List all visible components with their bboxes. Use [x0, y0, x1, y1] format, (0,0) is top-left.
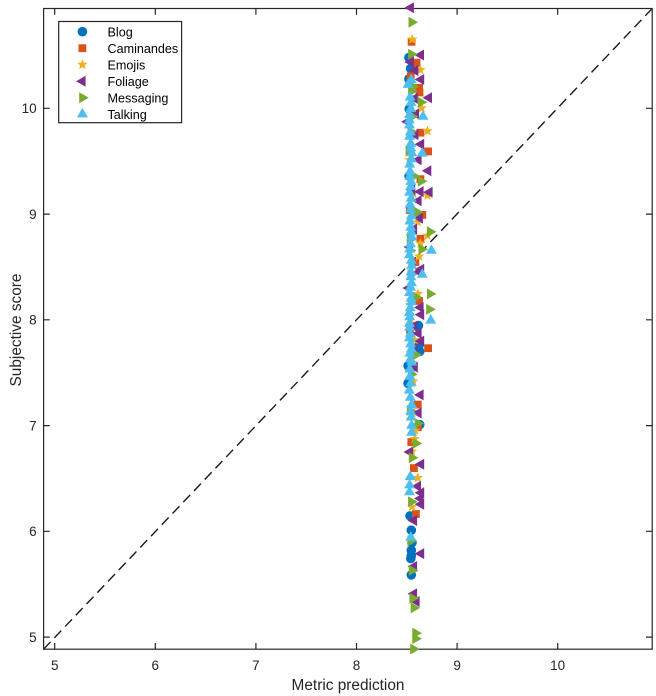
svg-text:Caminandes: Caminandes: [108, 42, 179, 56]
svg-text:7: 7: [29, 418, 37, 433]
svg-text:5: 5: [29, 630, 37, 645]
svg-text:Metric prediction: Metric prediction: [292, 677, 405, 694]
svg-text:8: 8: [353, 658, 361, 673]
svg-text:9: 9: [29, 207, 37, 222]
svg-text:8: 8: [29, 313, 37, 328]
svg-text:6: 6: [152, 658, 160, 673]
svg-text:9: 9: [453, 658, 461, 673]
svg-text:Emojis: Emojis: [108, 58, 146, 72]
svg-text:Talking: Talking: [108, 108, 147, 122]
svg-text:Blog: Blog: [108, 25, 133, 39]
svg-text:Subjective score: Subjective score: [8, 274, 25, 387]
svg-text:10: 10: [550, 658, 565, 673]
svg-text:7: 7: [252, 658, 260, 673]
svg-text:6: 6: [29, 524, 37, 539]
svg-text:Messaging: Messaging: [108, 91, 169, 105]
svg-text:Foliage: Foliage: [108, 75, 149, 89]
svg-text:10: 10: [22, 101, 37, 116]
svg-text:5: 5: [51, 658, 59, 673]
